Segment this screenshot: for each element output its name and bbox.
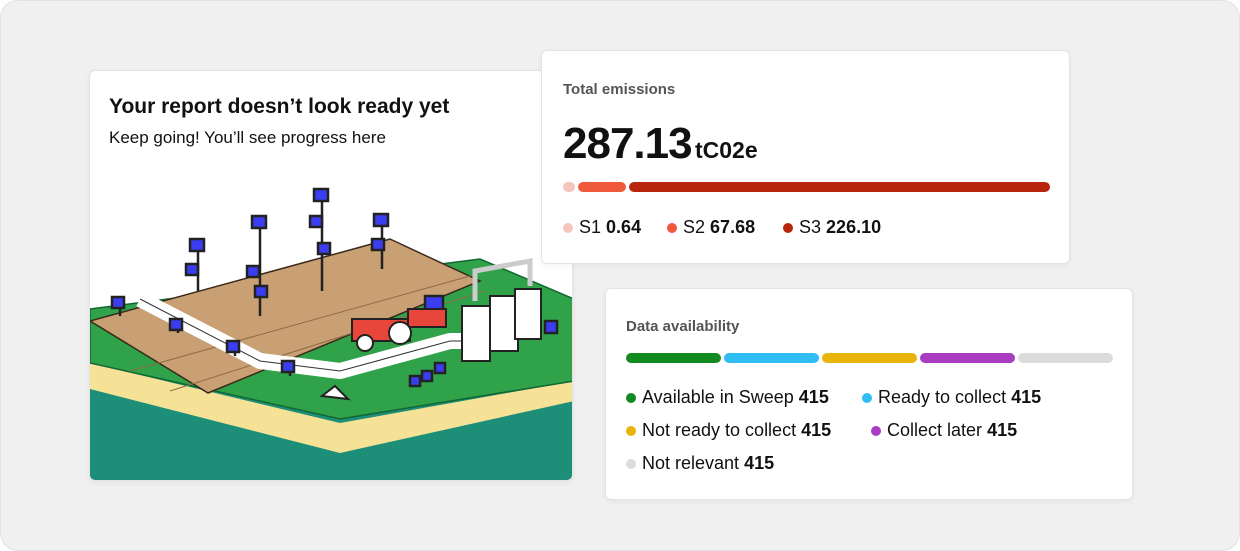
legend-dot (626, 459, 636, 469)
legend-dot (626, 393, 636, 403)
bar-segment (578, 182, 626, 192)
scope-label: S2 (683, 217, 706, 237)
legend-dot (667, 223, 677, 233)
legend-item: Available in Sweep 415 (626, 387, 829, 408)
farm-illustration (90, 187, 572, 480)
report-title: Your report doesn’t look ready yet (109, 95, 450, 118)
card-title: Total emissions (563, 81, 676, 98)
item-count: 415 (1011, 387, 1042, 407)
bar-segment (822, 353, 917, 363)
legend-dot (783, 223, 793, 233)
item-count: 415 (801, 420, 832, 440)
emissions-card: Total emissions 287.13 tC02e S1 0.64 S2 … (541, 50, 1070, 264)
bar-segment (920, 353, 1015, 363)
scope-value: 0.64 (606, 217, 642, 237)
availability-card: Data availability Available in Sweep 415… (605, 288, 1133, 500)
legend-dot (563, 223, 573, 233)
item-count: 415 (987, 420, 1018, 440)
item-label: Not relevant (642, 453, 740, 473)
report-card: Your report doesn’t look ready yet Keep … (89, 70, 573, 481)
item-label: Not ready to collect (642, 420, 797, 440)
bar-segment (1018, 353, 1113, 363)
item-label: Ready to collect (878, 387, 1007, 407)
emissions-bar (563, 182, 1050, 192)
item-count: 415 (798, 387, 829, 407)
card-title: Data availability (626, 318, 740, 335)
report-subtitle: Keep going! You’ll see progress here (109, 128, 386, 147)
legend-dot (871, 426, 881, 436)
scope-value: 226.10 (826, 217, 882, 237)
scope-value: 67.68 (710, 217, 756, 237)
bar-segment (626, 353, 721, 363)
legend-item: S1 0.64 (563, 217, 641, 238)
item-count: 415 (744, 453, 775, 473)
item-label: Collect later (887, 420, 983, 440)
legend-dot (862, 393, 872, 403)
legend-item: Ready to collect 415 (862, 387, 1041, 408)
availability-bar (626, 353, 1113, 363)
legend-dot (626, 426, 636, 436)
legend-item: S2 67.68 (667, 217, 755, 238)
bar-segment (629, 182, 1050, 192)
legend-item: Not relevant 415 (626, 453, 774, 474)
legend-item: Collect later 415 (871, 420, 1017, 441)
item-label: Available in Sweep (642, 387, 794, 407)
scope-label: S3 (799, 217, 822, 237)
bar-segment (724, 353, 819, 363)
total-value: 287.13 (563, 119, 693, 168)
unit: tC02e (695, 137, 758, 163)
bar-segment (563, 182, 575, 192)
legend-item: S3 226.10 (783, 217, 881, 238)
scope-label: S1 (579, 217, 602, 237)
legend-item: Not ready to collect 415 (626, 420, 831, 441)
